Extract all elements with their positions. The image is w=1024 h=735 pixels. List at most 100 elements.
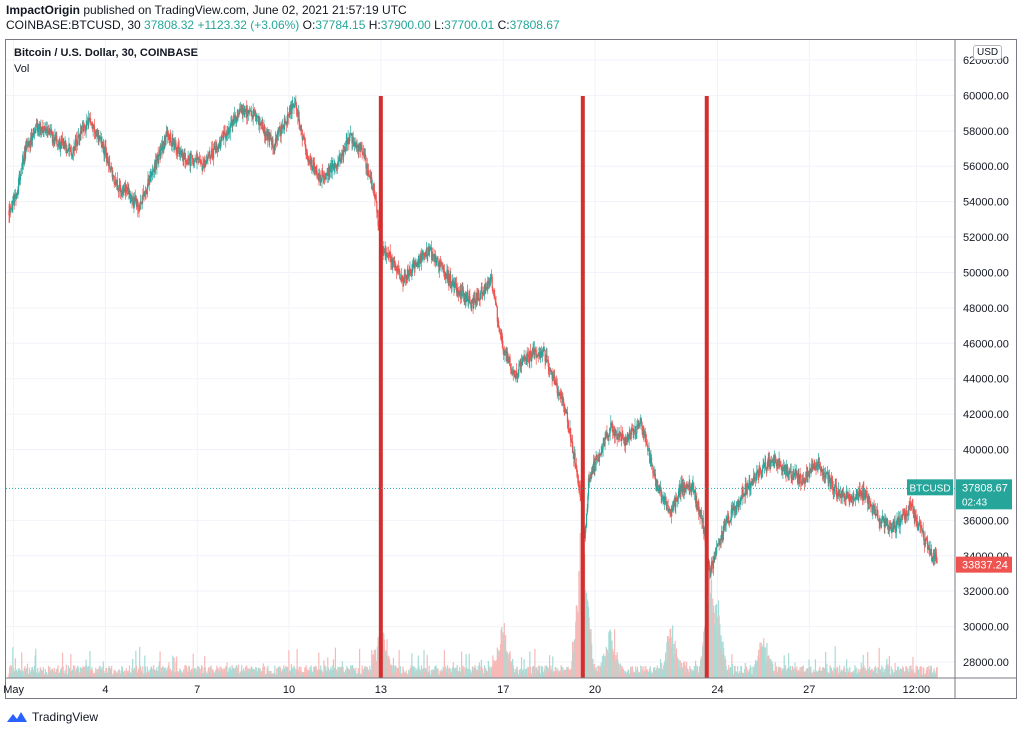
candle-body xyxy=(621,433,623,442)
candle-body xyxy=(853,499,855,501)
volume-bar xyxy=(439,670,441,678)
volume-bar xyxy=(433,669,435,678)
candle-body xyxy=(335,165,337,168)
candle-body xyxy=(128,190,130,193)
candle-body xyxy=(612,424,614,433)
candle-body xyxy=(557,392,560,396)
candle-body xyxy=(364,153,366,158)
candle-body xyxy=(40,127,42,134)
volume-bar xyxy=(880,671,882,678)
volume-bar xyxy=(646,671,648,678)
volume-bar xyxy=(271,673,273,678)
candle-body xyxy=(167,132,169,137)
volume-bar xyxy=(483,672,485,678)
candle-body xyxy=(854,498,856,500)
candle-body xyxy=(781,470,783,472)
candle-body xyxy=(570,428,572,441)
volume-bar xyxy=(772,671,774,678)
volume-bar xyxy=(587,601,589,678)
candle-body xyxy=(9,205,11,216)
volume-bar xyxy=(366,668,368,678)
candle-body xyxy=(355,143,358,148)
candle-body xyxy=(764,462,766,464)
volume-bar xyxy=(793,668,795,678)
candle-body xyxy=(336,165,338,168)
candle-body xyxy=(802,480,804,484)
currency-badge[interactable]: USD xyxy=(973,45,1003,60)
volume-bar xyxy=(186,672,189,678)
candle-body xyxy=(876,510,878,516)
candle-body xyxy=(189,158,191,166)
symbol-tag xyxy=(907,479,953,496)
volume-bar xyxy=(485,670,488,678)
candle-body xyxy=(228,128,231,133)
candle-body xyxy=(828,475,830,483)
candle-body xyxy=(346,139,348,142)
volume-bar xyxy=(26,668,28,678)
volume-bar xyxy=(859,669,861,678)
candle-body xyxy=(45,127,47,133)
volume-bar xyxy=(81,667,83,678)
volume-bar xyxy=(663,662,665,678)
volume-bar xyxy=(141,672,143,678)
volume-bar xyxy=(257,667,259,678)
volume-bar xyxy=(533,666,535,678)
candle-body xyxy=(670,510,672,516)
candle-body xyxy=(448,274,450,285)
candle-body xyxy=(454,284,456,288)
candle-body xyxy=(16,193,18,199)
candle-body xyxy=(679,486,681,494)
volume-bar xyxy=(538,665,540,678)
candle-body xyxy=(129,197,131,199)
volume-bar xyxy=(50,669,52,678)
candle-body xyxy=(231,119,233,127)
volume-bar xyxy=(455,667,457,678)
candle-body xyxy=(530,353,532,361)
candle-body xyxy=(675,497,678,501)
volume-bar xyxy=(77,668,80,678)
volume-bar xyxy=(792,670,794,678)
candle-body xyxy=(72,153,74,155)
volume-bar xyxy=(427,672,430,678)
volume-bar xyxy=(343,672,345,678)
candle-body xyxy=(75,139,77,143)
volume-bar xyxy=(403,672,405,678)
chart-frame[interactable] xyxy=(5,39,1017,699)
candle-body xyxy=(131,198,133,203)
candle-body xyxy=(639,423,641,427)
candle-body xyxy=(876,513,878,516)
candle-body xyxy=(697,501,699,511)
volume-bar xyxy=(830,668,832,678)
volume-bar xyxy=(749,665,751,678)
volume-bar xyxy=(397,668,400,678)
volume-bar xyxy=(812,669,815,678)
candle-body xyxy=(187,155,189,165)
candle-body xyxy=(133,201,135,206)
candle-body xyxy=(826,471,828,474)
volume-bar xyxy=(332,665,334,678)
volume-bar xyxy=(318,669,321,678)
volume-bar xyxy=(459,672,461,678)
candle-body xyxy=(512,373,514,375)
volume-bar xyxy=(448,667,451,678)
volume-bar xyxy=(135,665,138,678)
volume-bar xyxy=(38,672,40,678)
candle-body xyxy=(700,509,702,519)
volume-bar xyxy=(334,668,336,678)
volume-bar xyxy=(749,668,751,678)
volume-bar xyxy=(264,666,266,678)
volume-bar xyxy=(309,674,312,678)
volume-bar xyxy=(811,672,813,678)
candle-body xyxy=(818,457,820,466)
candle-body xyxy=(628,437,630,441)
tradingview-footer[interactable]: TradingView xyxy=(6,710,98,724)
volume-bar xyxy=(522,671,524,678)
candle-body xyxy=(827,473,829,483)
candle-body xyxy=(32,132,34,136)
candle-body xyxy=(399,278,402,280)
volume-bar xyxy=(104,673,106,678)
volume-bar xyxy=(753,667,755,678)
candle-body xyxy=(441,263,443,268)
volume-bar xyxy=(547,671,549,678)
